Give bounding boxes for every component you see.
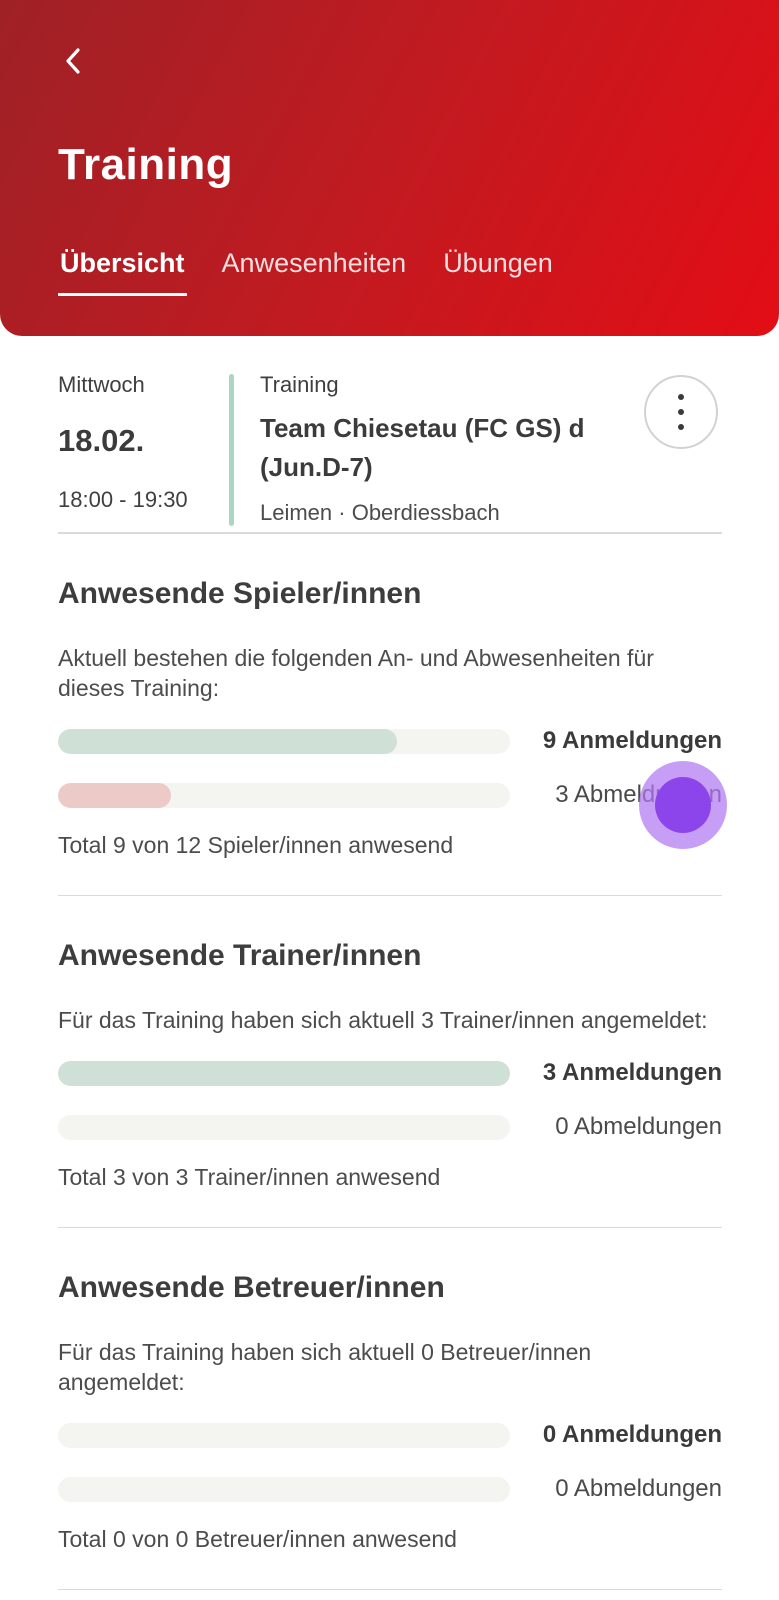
tab-bar: Übersicht Anwesenheiten Übungen [58,248,555,296]
anmeldungen-progress-fill [58,728,397,754]
event-weekday: Mittwoch [58,372,145,397]
section-betreuer: Anwesende Betreuer/innen Für das Trainin… [0,1271,779,1553]
section-title: Anwesende Trainer/innen [58,939,422,972]
training-event-card: Mittwoch 18.02. 18:00 - 19:30 Training T… [0,336,779,849]
event-accent-bar [229,374,234,526]
event-team-name: Team Chiesetau (FC GS) d (Jun.D-7) [260,413,585,482]
divider [58,1227,722,1228]
chevron-left-icon [58,45,90,80]
divider [58,1589,722,1590]
page-title: Training [58,140,234,189]
event-type-label: Training [260,372,339,397]
section-description: Aktuell bestehen die folgenden An- und A… [58,645,654,701]
anmeldungen-progress-fill [58,1060,510,1086]
anmeldungen-progress-bar [58,728,510,754]
event-info-column: Training Team Chiesetau (FC GS) d (Jun.D… [260,372,595,532]
abmeldungen-progress-bar [58,1476,510,1502]
main-content: Mittwoch 18.02. 18:00 - 19:30 Training T… [0,336,779,1590]
anmeldungen-row: 0 Anmeldungen [58,1421,722,1449]
divider [58,532,722,534]
tab-anwesenheiten[interactable]: Anwesenheiten [220,248,409,296]
event-location: Leimen · Oberdiessbach [260,500,500,525]
abmeldungen-row: 0 Abmeldungen [58,1113,722,1141]
header: Training Übersicht Anwesenheiten Übungen [0,0,779,336]
abmeldungen-label: 0 Abmeldungen [555,1113,722,1140]
tab-uebungen[interactable]: Übungen [441,248,555,296]
abmeldungen-label: 0 Abmeldungen [555,1475,722,1502]
section-description: Für das Training haben sich aktuell 0 Be… [58,1339,592,1395]
section-total: Total 3 von 3 Trainer/innen anwesend [58,1164,441,1190]
event-time: 18:00 - 19:30 [58,487,188,512]
anmeldungen-progress-bar [58,1060,510,1086]
tab-uebersicht[interactable]: Übersicht [58,248,187,296]
abmeldungen-progress-bar [58,782,510,808]
abmeldungen-label: 3 Abmeldungen [555,781,722,808]
anmeldungen-label: 9 Anmeldungen [542,727,722,754]
section-total: Total 9 von 12 Spieler/innen anwesend [58,832,454,858]
section-title: Anwesende Spieler/innen [58,577,422,610]
abmeldungen-progress-bar [58,1114,510,1140]
kebab-menu-icon [678,394,684,430]
anmeldungen-label: 3 Anmeldungen [542,1059,722,1086]
abmeldungen-row: 3 Abmeldungen [58,781,722,809]
back-button[interactable] [50,38,98,86]
section-total: Total 0 von 0 Betreuer/innen anwesend [58,1526,457,1552]
anmeldungen-label: 0 Anmeldungen [542,1421,722,1448]
section-description: Für das Training haben sich aktuell 3 Tr… [58,1007,708,1033]
divider [58,895,722,896]
anmeldungen-progress-bar [58,1422,510,1448]
section-title: Anwesende Betreuer/innen [58,1271,445,1304]
anmeldungen-row: 3 Anmeldungen [58,1059,722,1087]
event-date-column: Mittwoch 18.02. 18:00 - 19:30 [58,372,229,532]
abmeldungen-row: 0 Abmeldungen [58,1475,722,1503]
abmeldungen-progress-fill [58,782,171,808]
section-spieler: Anwesende Spieler/innen Aktuell bestehen… [0,577,779,859]
more-options-button[interactable] [644,375,718,449]
anmeldungen-row: 9 Anmeldungen [58,727,722,755]
section-trainer: Anwesende Trainer/innen Für das Training… [0,939,779,1191]
event-date: 18.02. [58,423,145,458]
